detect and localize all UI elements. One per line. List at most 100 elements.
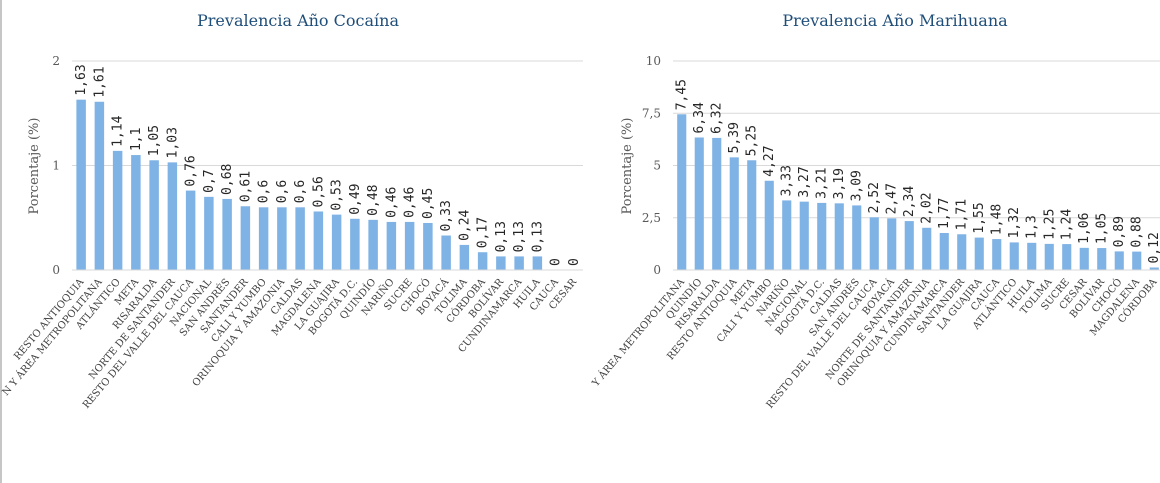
marijuana-bar xyxy=(852,205,862,270)
cocaine-y-tick-label: 0 xyxy=(52,263,60,277)
marijuana-data-label: 0,89 xyxy=(1112,216,1127,247)
marijuana-data-label: 0,88 xyxy=(1130,216,1145,247)
marijuana-bar xyxy=(764,180,774,270)
cocaine-data-label: 0,46 xyxy=(403,187,418,218)
marijuana-bar xyxy=(1062,244,1072,270)
marijuana-data-label: 1,71 xyxy=(955,199,970,230)
marijuana-chart-svg: Prevalencia Año Marihuana Porcentaje (%) 0… xyxy=(589,11,1160,411)
cocaine-bar xyxy=(532,256,543,270)
cocaine-bar xyxy=(131,155,141,270)
cocaine-data-label: 1,1 xyxy=(129,128,144,151)
cocaine-bar xyxy=(94,101,105,270)
marijuana-data-label: 1,24 xyxy=(1060,209,1075,240)
cocaine-y-tick-label: 1 xyxy=(52,159,60,173)
marijuana-bar xyxy=(922,227,932,270)
marijuana-data-label: 3,09 xyxy=(850,170,865,201)
cocaine-bar xyxy=(368,219,378,270)
cocaine-bar xyxy=(459,244,470,270)
cocaine-data-label: 0,76 xyxy=(184,155,199,186)
marijuana-category-label: Y ÁREA METROPOLITANA xyxy=(589,276,687,390)
cocaine-bar xyxy=(204,196,214,270)
marijuana-prevalence-chart: Prevalencia Año Marihuana Porcentaje (%) 0… xyxy=(585,0,1160,483)
cocaine-data-label: 0,7 xyxy=(202,169,217,192)
marijuana-y-tick-label: 0 xyxy=(653,263,661,277)
marijuana-bar xyxy=(992,239,1002,270)
marijuana-bar xyxy=(1027,242,1037,270)
marijuana-data-label: 1,05 xyxy=(1095,213,1110,244)
marijuana-data-label: 7,45 xyxy=(675,79,690,110)
marijuana-bar xyxy=(694,137,704,270)
marijuana-data-label: 1,06 xyxy=(1077,213,1092,244)
cocaine-data-label: 0,6 xyxy=(257,180,272,203)
cocaine-category-label: N Y ÁREA METROPOLITANA xyxy=(0,276,105,398)
cocaine-data-label: 1,63 xyxy=(74,64,89,95)
cocaine-data-label: 0 xyxy=(549,258,564,266)
marijuana-bar xyxy=(974,237,984,270)
cocaine-bar xyxy=(76,99,86,270)
marijuana-bar xyxy=(904,221,914,270)
cocaine-bar xyxy=(240,206,251,270)
cocaine-data-label: 0,46 xyxy=(384,187,399,218)
cocaine-data-label: 1,05 xyxy=(147,125,162,156)
marijuana-bar xyxy=(747,160,757,270)
cocaine-bar xyxy=(386,221,397,270)
cocaine-bar xyxy=(277,207,287,270)
marijuana-chart-title: Prevalencia Año Marihuana xyxy=(782,11,1008,30)
marijuana-bar xyxy=(782,200,792,270)
cocaine-data-label: 1,14 xyxy=(111,115,126,146)
marijuana-bar xyxy=(869,217,879,270)
cocaine-chart-title: Prevalencia Año Cocaína xyxy=(197,11,399,30)
cocaine-data-label: 0,13 xyxy=(512,221,527,252)
cocaine-prevalence-chart: Prevalencia Año Cocaína Porcentaje (%) 0 1 2… xyxy=(0,0,583,483)
marijuana-data-label: 1,48 xyxy=(990,204,1005,235)
cocaine-data-label: 0,6 xyxy=(293,180,308,203)
marijuana-bar xyxy=(1097,248,1107,270)
cocaine-bar xyxy=(185,190,196,270)
cocaine-data-label: 0,13 xyxy=(494,221,509,252)
marijuana-y-tick-label: 2,5 xyxy=(642,211,661,225)
cocaine-data-label: 0 xyxy=(567,258,582,266)
marijuana-data-label: 1,77 xyxy=(937,198,952,229)
marijuana-data-label: 5,25 xyxy=(745,125,760,156)
cocaine-bar xyxy=(149,160,159,270)
cocaine-data-label: 0,61 xyxy=(238,171,253,202)
marijuana-data-label: 1,55 xyxy=(972,202,987,233)
cocaine-bar xyxy=(404,221,415,270)
cocaine-data-label: 0,56 xyxy=(311,176,326,207)
marijuana-bar xyxy=(1009,242,1019,270)
cocaine-data-label: 1,61 xyxy=(92,66,107,97)
cocaine-bar xyxy=(514,256,524,270)
marijuana-data-label: 3,33 xyxy=(780,165,795,196)
cocaine-bar xyxy=(423,222,433,270)
cocaine-bar xyxy=(167,162,178,270)
marijuana-bar xyxy=(677,114,687,270)
cocaine-data-label: 0,33 xyxy=(439,200,454,231)
cocaine-bar xyxy=(331,214,342,270)
marijuana-y-axis-label: Porcentaje (%) xyxy=(620,118,635,215)
cocaine-chart-svg: Prevalencia Año Cocaína Porcentaje (%) 0 1 2… xyxy=(0,0,583,483)
cocaine-bar xyxy=(350,218,360,270)
cocaine-bar xyxy=(222,198,232,270)
cocaine-data-label: 0,48 xyxy=(366,185,381,216)
marijuana-data-label: 4,27 xyxy=(762,145,777,176)
marijuana-bar xyxy=(887,218,897,270)
marijuana-y-tick-label: 5 xyxy=(653,159,661,173)
cocaine-data-label: 0,49 xyxy=(348,183,363,214)
marijuana-bar xyxy=(834,203,844,270)
marijuana-data-label: 1,3 xyxy=(1025,215,1040,238)
marijuana-data-label: 3,19 xyxy=(832,168,847,199)
cocaine-bar xyxy=(313,211,324,270)
cocaine-data-label: 0,53 xyxy=(330,179,345,210)
marijuana-data-label: 0,12 xyxy=(1147,232,1160,263)
marijuana-data-label: 6,32 xyxy=(710,103,725,134)
cocaine-bar xyxy=(477,252,488,270)
marijuana-data-label: 1,25 xyxy=(1042,209,1057,240)
marijuana-bar xyxy=(712,137,722,270)
marijuana-bar xyxy=(729,157,739,270)
marijuana-bar xyxy=(1079,247,1089,270)
cocaine-data-label: 0,6 xyxy=(275,180,290,203)
cocaine-bar xyxy=(295,207,305,270)
marijuana-data-label: 3,27 xyxy=(797,166,812,197)
marijuana-data-label: 5,39 xyxy=(727,122,742,153)
marijuana-bar xyxy=(817,202,827,270)
